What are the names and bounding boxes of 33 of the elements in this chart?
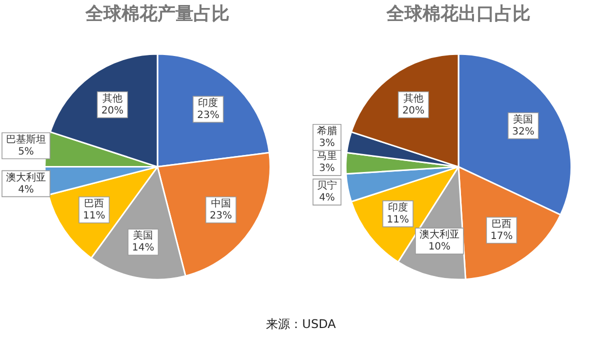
data-label: 4% [18, 184, 34, 196]
data-label: 14% [132, 242, 154, 254]
slice-label: 其他 [403, 92, 424, 104]
slice-label: 美国 [133, 230, 154, 242]
data-label: 10% [428, 242, 451, 253]
slice-label: 澳大利亚 [6, 171, 46, 184]
data-label: 32% [512, 126, 534, 138]
data-label: 20% [101, 105, 124, 116]
data-label: 11% [82, 210, 106, 222]
data-label: 5% [18, 146, 34, 158]
data-label: 17% [490, 230, 513, 242]
slice-label: 其他 [102, 92, 122, 104]
slice-label: 马里 [317, 151, 337, 162]
data-label: 3% [319, 163, 335, 174]
slice-label: 中国 [210, 197, 231, 210]
data-label: 3% [319, 138, 335, 149]
chart-title: 全球棉花出口占比 [386, 3, 530, 24]
data-label: 4% [319, 192, 335, 204]
slice-label: 巴西 [492, 218, 512, 230]
source-note: 来源：USDA [266, 317, 336, 331]
slice-label: 贝宁 [317, 180, 337, 192]
slice-label: 美国 [513, 113, 534, 126]
slice-label: 印度 [388, 201, 408, 214]
data-label: 23% [210, 210, 232, 222]
data-label: 20% [402, 105, 425, 116]
slice-label: 印度 [198, 96, 218, 109]
slice-label: 澳大利亚 [419, 228, 460, 241]
slice-label: 希腊 [317, 125, 337, 137]
chart-title: 全球棉花产量占比 [84, 3, 230, 24]
data-label: 23% [197, 110, 220, 121]
slice-label: 巴基斯坦 [6, 133, 46, 146]
data-label: 11% [386, 214, 410, 226]
slice-label: 巴西 [84, 198, 104, 210]
